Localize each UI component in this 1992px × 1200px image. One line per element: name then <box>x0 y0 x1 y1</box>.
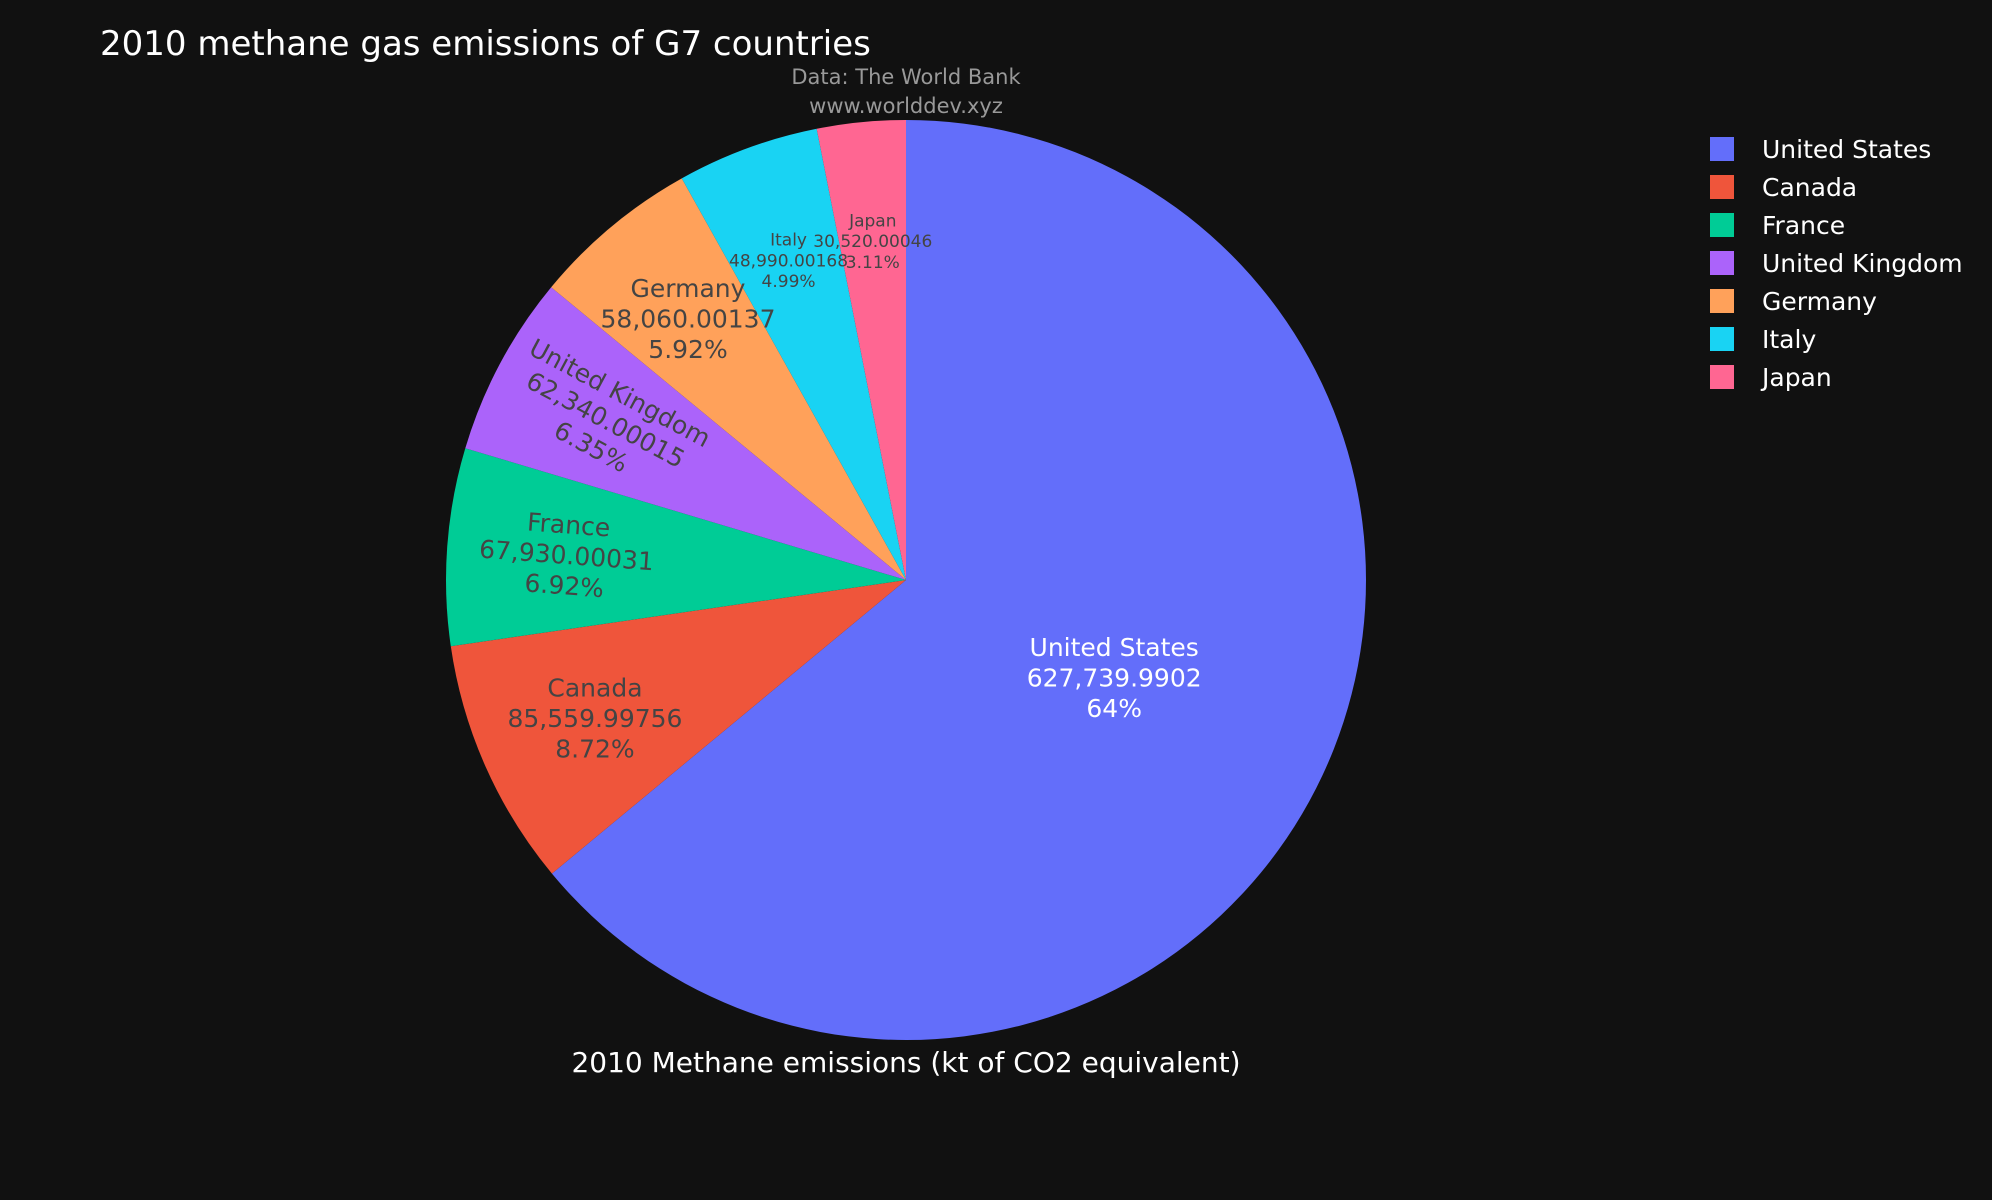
pie-slice-label-japan: Japan 30,520.00046 3.11% <box>813 211 932 272</box>
legend-swatch <box>1710 327 1734 351</box>
pie-slice-united-kingdom <box>465 287 906 580</box>
pie-slice-france <box>445 448 906 647</box>
slice-label-name: France <box>526 507 611 542</box>
source-annotation-line-1: Data: The World Bank <box>791 65 1021 89</box>
pie-slice-label-canada: Canada 85,559.99756 8.72% <box>507 674 682 764</box>
slice-label-name: United States <box>1030 633 1199 662</box>
legend-label: Japan <box>1762 362 1832 392</box>
slice-label-name: Canada <box>547 674 642 703</box>
pie-bottom-label: 2010 Methane emissions (kt of CO2 equiva… <box>571 1046 1240 1079</box>
legend-swatch <box>1710 251 1734 275</box>
pie-slice-label-germany: Germany 58,060.00137 5.92% <box>601 274 776 364</box>
legend-label: France <box>1762 210 1846 240</box>
slice-label-percent: 4.99% <box>762 272 816 292</box>
legend-item-united-kingdom[interactable]: United Kingdom <box>1710 244 1963 282</box>
slice-label-value: 85,559.99756 <box>507 704 682 733</box>
slice-label-value: 58,060.00137 <box>601 304 776 333</box>
pie-slice-italy <box>681 128 906 581</box>
slice-label-name: Italy <box>770 231 807 251</box>
pie-slice-japan <box>816 120 906 580</box>
legend-item-united-states[interactable]: United States <box>1710 130 1963 168</box>
slice-label-percent: 5.92% <box>648 335 727 364</box>
legend-item-germany[interactable]: Germany <box>1710 282 1963 320</box>
legend-swatch <box>1710 365 1734 389</box>
slice-label-percent: 8.72% <box>555 735 634 764</box>
legend-label: Italy <box>1762 324 1817 354</box>
legend-label: United States <box>1762 134 1932 164</box>
legend-swatch <box>1710 213 1734 237</box>
pie-slice-label-italy: Italy 48,990.00168 4.99% <box>729 231 848 292</box>
legend-item-italy[interactable]: Italy <box>1710 320 1963 358</box>
slice-label-name: Germany <box>631 274 746 303</box>
legend-swatch <box>1710 175 1734 199</box>
pie-slice-label-united-states: United States 627,739.9902 64% <box>1027 633 1202 723</box>
legend-swatch <box>1710 137 1734 161</box>
slice-label-percent: 6.92% <box>524 568 605 603</box>
slice-label-name: Japan <box>848 211 896 231</box>
pie-slice-united-states <box>551 120 1366 1040</box>
slice-label-value: 30,520.00046 <box>813 232 932 252</box>
legend-item-france[interactable]: France <box>1710 206 1963 244</box>
legend: United States Canada France United Kingdom G… <box>1710 130 1963 396</box>
chart-title: 2010 methane gas emissions of G7 countri… <box>100 24 871 64</box>
slice-label-value: 627,739.9902 <box>1027 664 1202 693</box>
legend-label: Canada <box>1762 172 1858 202</box>
pie-slice-germany <box>551 178 906 581</box>
slice-label-percent: 3.11% <box>846 253 900 273</box>
legend-label: Germany <box>1762 286 1877 316</box>
source-annotation-line-2: www.worlddev.xyz <box>809 94 1003 118</box>
legend-swatch <box>1710 289 1734 313</box>
slice-label-percent: 64% <box>1086 694 1142 723</box>
legend-label: United Kingdom <box>1762 248 1963 278</box>
pie-slice-canada <box>450 580 906 874</box>
legend-item-canada[interactable]: Canada <box>1710 168 1963 206</box>
pie-slices <box>445 120 1366 1040</box>
slice-label-value: 48,990.00168 <box>729 251 848 271</box>
legend-item-japan[interactable]: Japan <box>1710 358 1963 396</box>
